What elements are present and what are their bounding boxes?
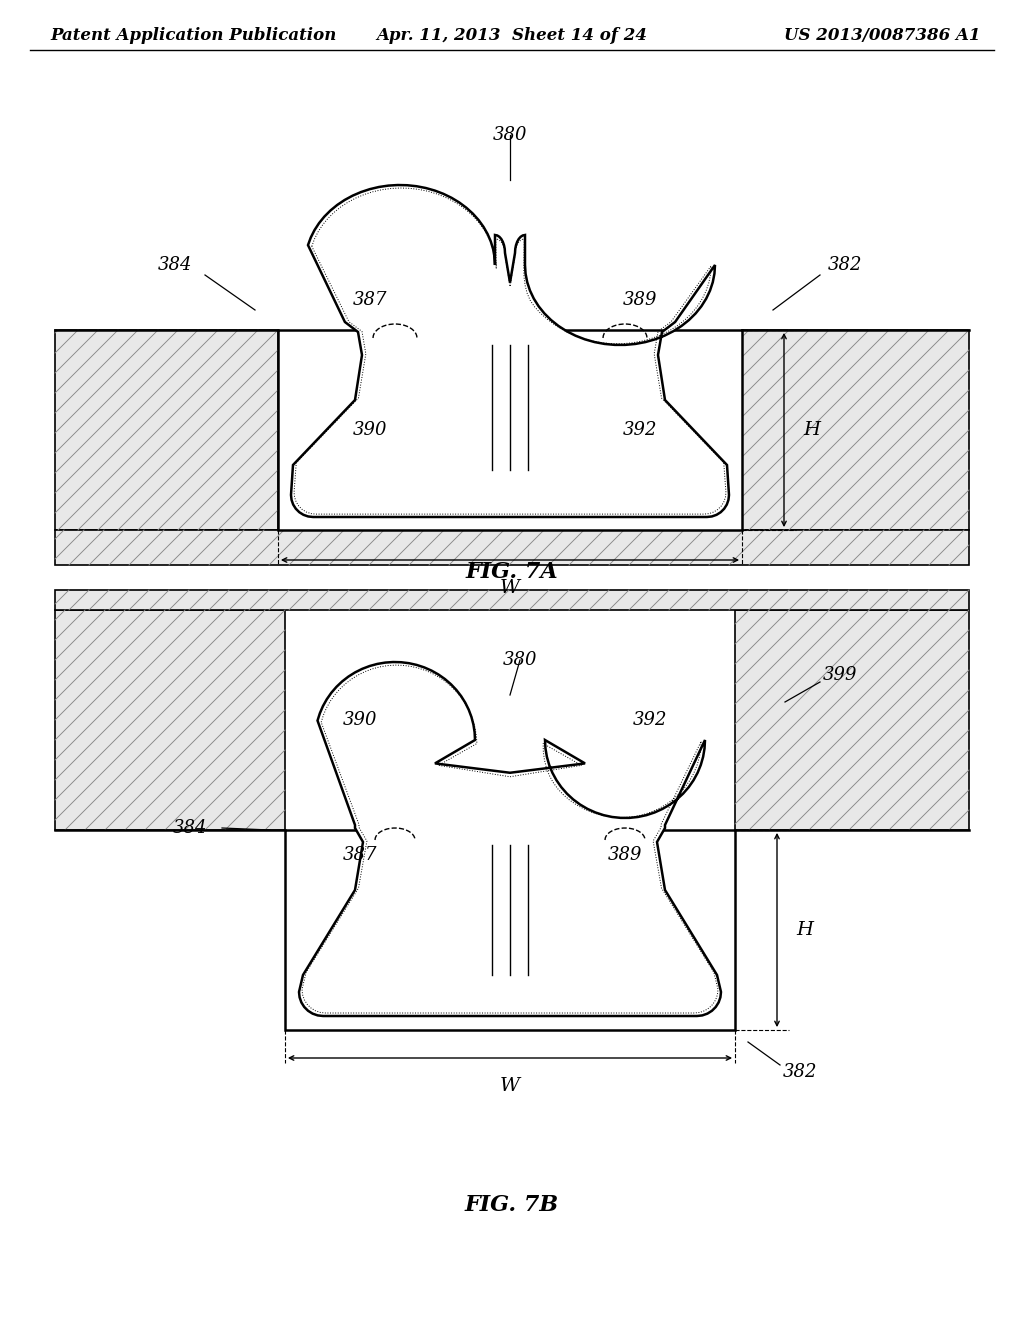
Text: 384: 384: [158, 256, 193, 275]
Polygon shape: [299, 663, 721, 1016]
Text: 390: 390: [352, 421, 387, 440]
Text: 384: 384: [173, 818, 207, 837]
Text: 399: 399: [822, 667, 857, 684]
Text: 380: 380: [503, 651, 538, 669]
Bar: [55, 610, 285, 830]
Text: US 2013/0087386 A1: US 2013/0087386 A1: [783, 26, 980, 44]
Text: 392: 392: [633, 711, 668, 729]
Bar: [55, 590, 969, 610]
Text: W: W: [500, 579, 520, 597]
Text: 382: 382: [827, 256, 862, 275]
Bar: [55, 531, 969, 565]
Text: 382: 382: [782, 1063, 817, 1081]
Bar: [278, 330, 742, 531]
Text: H: H: [797, 921, 813, 939]
Text: H: H: [804, 421, 820, 440]
Bar: [285, 830, 735, 1030]
Bar: [735, 610, 969, 830]
Text: 387: 387: [352, 290, 387, 309]
Text: FIG. 7B: FIG. 7B: [465, 1195, 559, 1216]
Text: 387: 387: [343, 846, 377, 865]
Text: 390: 390: [343, 711, 377, 729]
Text: Apr. 11, 2013  Sheet 14 of 24: Apr. 11, 2013 Sheet 14 of 24: [377, 26, 647, 44]
Text: FIG. 7A: FIG. 7A: [466, 561, 558, 583]
Text: 380: 380: [493, 125, 527, 144]
Bar: [742, 330, 969, 531]
Text: W: W: [500, 1077, 520, 1096]
Text: 389: 389: [623, 290, 657, 309]
Text: 389: 389: [608, 846, 642, 865]
Polygon shape: [291, 185, 729, 517]
Bar: [55, 330, 278, 531]
Text: 392: 392: [623, 421, 657, 440]
Text: Patent Application Publication: Patent Application Publication: [50, 26, 336, 44]
